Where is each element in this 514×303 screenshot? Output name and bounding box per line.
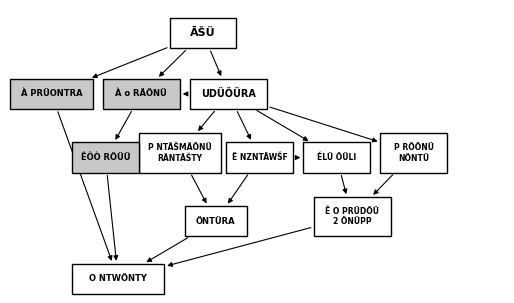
FancyBboxPatch shape (190, 79, 267, 109)
FancyBboxPatch shape (139, 133, 221, 173)
FancyBboxPatch shape (185, 206, 247, 236)
Text: Ê O PRÜDÖÜ
2 ÖNÜPP: Ê O PRÜDÖÜ 2 ÖNÜPP (325, 207, 379, 226)
Text: P RÖÖNÜ
NÖNTÜ: P RÖÖNÜ NÖNTÜ (394, 143, 434, 163)
FancyBboxPatch shape (72, 264, 164, 294)
Text: ÉLÜ ÖÜLI: ÉLÜ ÖÜLI (317, 153, 356, 162)
Text: ÖNTÜRA: ÖNTÜRA (196, 217, 236, 226)
Text: P NTÄŠMÄÖNÜ
RÄNTÄŠTY: P NTÄŠMÄÖNÜ RÄNTÄŠTY (148, 143, 212, 163)
Text: O NTWÖNTY: O NTWÖNTY (89, 274, 147, 283)
Text: À o RÄÖNÜ: À o RÄÖNÜ (116, 89, 167, 98)
FancyBboxPatch shape (10, 79, 93, 109)
FancyBboxPatch shape (103, 79, 180, 109)
FancyBboxPatch shape (72, 142, 139, 173)
Text: ÊÔÒ RÖÜÜ: ÊÔÒ RÖÜÜ (81, 153, 130, 162)
FancyBboxPatch shape (170, 18, 236, 48)
FancyBboxPatch shape (314, 197, 391, 236)
FancyBboxPatch shape (380, 133, 447, 173)
Text: UDÜÖÜRA: UDÜÖÜRA (201, 89, 256, 99)
FancyBboxPatch shape (226, 142, 293, 173)
FancyBboxPatch shape (303, 142, 370, 173)
Text: À PRÜONTRA: À PRÜONTRA (21, 89, 82, 98)
Text: Ë NZNTÄWŠF: Ë NZNTÄWŠF (232, 153, 287, 162)
Text: ĀŠÜ: ĀŠÜ (190, 28, 216, 38)
